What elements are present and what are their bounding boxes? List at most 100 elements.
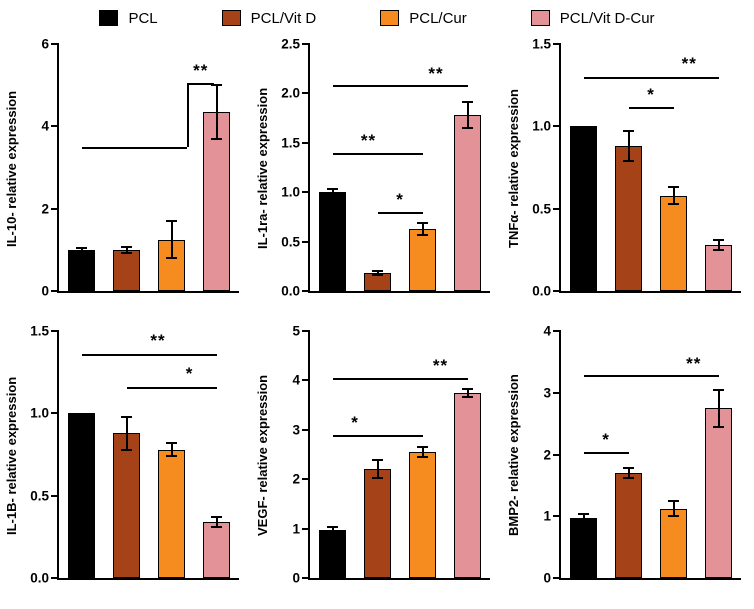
y-tick-mark: [51, 207, 59, 210]
legend-swatch-icon: [221, 10, 241, 26]
significance-stars: *: [351, 413, 359, 433]
bar-pcl-vit-d: [614, 473, 643, 578]
y-tick-label: 0.5: [532, 200, 551, 216]
y-axis-label: VEGF- relative expression: [255, 374, 270, 537]
legend: PCL PCL/Vit D PCL/Cur PCL/Vit D-Cur: [0, 0, 754, 30]
bar-pcl-vit-d: [112, 433, 141, 578]
error-bar-cap: [713, 425, 724, 428]
significance-stars: **: [360, 130, 377, 150]
bar-pcl: [569, 126, 598, 291]
y-tick-label: 2.5: [281, 36, 300, 52]
bar-pcl-vit-d: [112, 249, 141, 291]
error-bar: [376, 460, 379, 479]
y-tick-mark: [302, 141, 310, 144]
significance-bracket: [583, 452, 629, 455]
bar-chart-panel: IL-1ra- relative expression 0.0 0.5 1.0 1.5…: [251, 30, 502, 317]
y-tick-label: 1.0: [30, 405, 49, 421]
bar-pcl-vit-d-cur: [202, 111, 231, 291]
error-bar: [466, 102, 469, 128]
error-bar: [466, 388, 469, 397]
significance-bracket: [332, 377, 468, 380]
significance-bracket: [583, 375, 719, 378]
error-bar-cap: [462, 101, 473, 104]
error-bar-cap: [417, 221, 428, 224]
error-bar: [717, 239, 720, 250]
y-tick-mark: [51, 125, 59, 128]
y-tick-label: 0: [41, 283, 49, 299]
bar-pcl: [67, 413, 96, 578]
legend-swatch-icon: [99, 10, 119, 26]
y-tick-label: 0: [292, 570, 300, 586]
significance-bracket: [332, 152, 423, 155]
y-tick-label: 1.5: [532, 36, 551, 52]
significance-bracket: [126, 386, 217, 389]
significance-bracket: [187, 83, 190, 147]
error-bar-cap: [623, 130, 634, 133]
bar-pcl-vit-d-cur: [704, 408, 733, 578]
error-bar-cap: [623, 159, 634, 162]
error-bar-cap: [417, 233, 428, 236]
y-tick-label: 0.5: [30, 487, 49, 503]
y-axis-label: IL-1B- relative expression: [4, 376, 19, 535]
error-bar-cap: [668, 186, 679, 189]
y-tick-mark: [553, 453, 561, 456]
plot-area: 0.0 0.5 1.0 1.5 * **: [30, 324, 239, 584]
error-bar: [331, 189, 334, 196]
bar-pcl: [318, 530, 347, 578]
error-bar-cap: [462, 395, 473, 398]
y-tick-mark: [302, 330, 310, 332]
legend-label: PCL: [128, 9, 158, 27]
bar-pcl-cur: [659, 508, 688, 578]
y-tick-label: 2.0: [281, 85, 300, 101]
y-tick-label: 2: [41, 200, 49, 216]
y-tick-mark: [51, 412, 59, 415]
y-tick-mark: [553, 330, 561, 332]
y-tick-label: 3: [543, 385, 551, 400]
significance-bracket: [187, 83, 215, 86]
error-bar: [421, 222, 424, 235]
bar-chart-panel: TNFα- relative expression 0.0 0.5 1.0 1.5 * *…: [502, 30, 753, 317]
bar-pcl-vit-d: [614, 146, 643, 291]
y-tick-mark: [302, 577, 310, 579]
significance-stars: **: [428, 63, 444, 83]
y-tick-label: 0.5: [281, 233, 300, 249]
significance-bracket: [583, 76, 719, 79]
error-bar-cap: [713, 388, 724, 391]
y-tick-mark: [302, 379, 310, 382]
y-axis-label: TNFα- relative expression: [506, 89, 521, 248]
y-tick-mark: [302, 428, 310, 431]
bar-pcl-vit-d-cur: [453, 392, 482, 578]
error-bar-cap: [668, 515, 679, 518]
bar-chart-panel: IL-10- relative expression 0 2 4 6 **: [0, 30, 251, 317]
error-bar: [80, 248, 83, 252]
bar-pcl-vit-d: [363, 469, 392, 578]
error-bar: [627, 131, 630, 161]
significance-stars: *: [396, 189, 404, 209]
error-bar: [125, 246, 128, 254]
y-tick-label: 4: [543, 323, 551, 339]
plot-area: 0.0 0.5 1.0 1.5 2.0 2.5 * ** **: [281, 37, 490, 297]
y-tick-label: 0.0: [281, 283, 300, 299]
y-tick-label: 2: [543, 446, 551, 462]
y-tick-label: 1: [543, 508, 551, 524]
error-bar: [125, 416, 128, 450]
bar-pcl-cur: [408, 452, 437, 578]
y-tick-mark: [553, 290, 561, 292]
error-bar-cap: [211, 84, 222, 87]
y-tick-mark: [302, 43, 310, 45]
bar-pcl-cur: [408, 228, 437, 291]
y-tick-mark: [553, 43, 561, 45]
y-tick-mark: [553, 515, 561, 518]
error-bar-cap: [462, 126, 473, 129]
legend-item: PCL/Cur: [380, 10, 467, 27]
y-tick-mark: [302, 92, 310, 95]
y-tick-label: 1: [292, 520, 300, 536]
y-tick-label: 5: [292, 323, 300, 339]
error-bar-cap: [211, 525, 222, 528]
error-bar-cap: [668, 500, 679, 503]
plot-area: 0.0 0.5 1.0 1.5 * **: [532, 37, 741, 297]
bar-pcl: [318, 192, 347, 291]
error-bar-cap: [166, 220, 177, 223]
error-bar: [627, 468, 630, 478]
